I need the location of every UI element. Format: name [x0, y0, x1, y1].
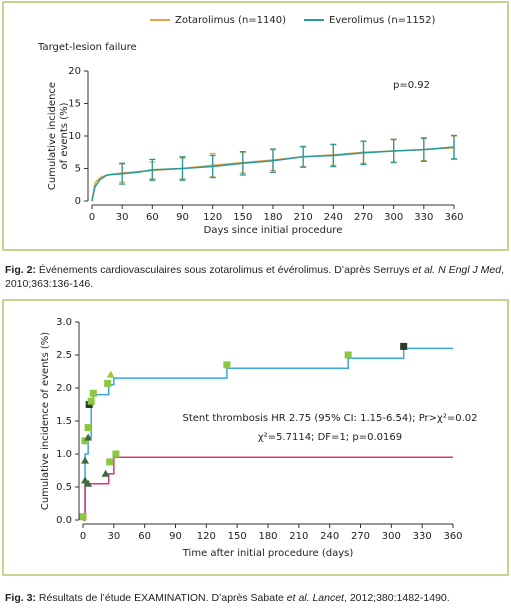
- marker: [344, 351, 352, 359]
- x-tick-label: 210: [294, 212, 313, 223]
- x-tick-label: 300: [382, 531, 401, 542]
- error-bar: [209, 154, 216, 179]
- y-tick-label: 0.5: [56, 482, 72, 493]
- caption-text: et al. Lancet: [287, 592, 345, 604]
- marker: [81, 456, 90, 464]
- marker: [104, 379, 112, 387]
- legend-label: Everolimus (n=1152): [329, 15, 435, 26]
- x-tick-label: 360: [444, 212, 463, 223]
- x-tick-label: 0: [80, 531, 86, 542]
- y-tick-label: 2.0: [56, 383, 72, 394]
- y-tick-label: 2.5: [56, 350, 72, 361]
- x-tick-label: 270: [351, 531, 370, 542]
- x-tick-label: 30: [107, 531, 120, 542]
- caption-text: Événements cardiovasculaires sous zotaro…: [39, 263, 412, 276]
- marker: [89, 389, 97, 397]
- y-axis-label: Cumulative incidenceof events (%): [47, 82, 70, 190]
- y-tick-label: 1.0: [56, 449, 72, 460]
- marker: [79, 513, 87, 521]
- x-tick-label: 330: [414, 212, 433, 223]
- x-tick-label: 150: [228, 531, 247, 542]
- y-tick-label: 0.0: [56, 515, 72, 526]
- x-tick-label: 360: [443, 531, 462, 542]
- caption-text: Résultats de l’étude EXAMINATION. D’aprè…: [39, 592, 287, 604]
- marker: [112, 450, 120, 458]
- x-axis-label: Days since initial procedure: [204, 225, 343, 236]
- marker: [400, 342, 408, 350]
- y-tick-label: 1.5: [56, 416, 72, 427]
- error-bar: [239, 150, 246, 176]
- marker: [84, 433, 93, 441]
- x-tick-label: 120: [197, 531, 216, 542]
- caption-text: , 2012;380:1482-1490.: [344, 592, 450, 604]
- x-tick-label: 180: [258, 531, 277, 542]
- marker: [223, 361, 231, 369]
- marker: [84, 424, 92, 432]
- marker: [106, 370, 115, 378]
- x-tick-label: 270: [354, 212, 373, 223]
- x-tick-label: 300: [384, 212, 403, 223]
- x-tick-label: 60: [146, 212, 159, 223]
- x-tick-label: 240: [320, 531, 339, 542]
- error-bar: [330, 143, 337, 168]
- caption-label: Fig. 3:: [5, 592, 36, 604]
- x-tick-label: 210: [289, 531, 308, 542]
- caption-label: Fig. 2:: [5, 264, 36, 276]
- y-tick-label: 0: [75, 196, 81, 207]
- error-bar: [119, 162, 126, 185]
- marker: [81, 437, 89, 445]
- figure-frame: [2, 299, 509, 576]
- y-tick-label: 15: [68, 99, 81, 110]
- error-bar: [149, 158, 156, 181]
- error-bar: [300, 145, 307, 168]
- caption-text: et al. N Engl J Med: [412, 264, 502, 276]
- x-tick-label: 90: [176, 212, 189, 223]
- caption-text: ,: [501, 264, 504, 276]
- error-bar: [390, 138, 397, 164]
- x-tick-label: 180: [263, 212, 282, 223]
- annotation: χ²=5.7114; DF=1; p=0.0169: [258, 432, 402, 443]
- x-tick-label: 150: [233, 212, 252, 223]
- annotation: p=0.92: [393, 80, 430, 91]
- x-axis-label: Time after initial procedure (days): [182, 548, 354, 559]
- y-axis-label-line: Cumulative incidence of events (%): [40, 332, 51, 510]
- error-bar: [179, 156, 186, 181]
- series-line: [83, 456, 453, 521]
- y-tick-label: 20: [68, 66, 81, 77]
- chart-title: Target-lesion failure: [37, 42, 137, 53]
- x-tick-label: 0: [89, 212, 95, 223]
- y-axis-label-line: Cumulative incidence: [47, 82, 58, 190]
- x-tick-label: 240: [324, 212, 343, 223]
- legend-label: Zotarolimus (n=1140): [175, 15, 286, 26]
- caption: Fig. 3: Résultats de l’étude EXAMINATION.…: [5, 592, 450, 604]
- x-tick-label: 60: [138, 531, 151, 542]
- y-tick-label: 10: [68, 131, 81, 142]
- x-tick-label: 120: [203, 212, 222, 223]
- annotation: Stent thrombosis HR 2.75 (95% CI: 1.15-6…: [183, 413, 478, 424]
- caption: Fig. 2: Événements cardiovasculaires sous…: [5, 263, 504, 276]
- x-tick-label: 330: [413, 531, 432, 542]
- error-bar: [420, 137, 427, 162]
- y-axis-label: Cumulative incidence of events (%): [40, 332, 51, 510]
- marker: [84, 479, 93, 487]
- y-tick-label: 5: [75, 164, 81, 175]
- error-bar: [451, 134, 457, 160]
- marker: [106, 458, 114, 466]
- x-tick-label: 30: [116, 212, 129, 223]
- error-bar: [270, 148, 276, 174]
- error-bar: [360, 140, 367, 166]
- figure-frame: [2, 1, 509, 251]
- y-tick-label: 3.0: [56, 317, 72, 328]
- marker: [101, 469, 110, 477]
- y-axis-label-line: of events (%): [59, 102, 70, 169]
- series-line: [83, 347, 453, 521]
- caption: 2010;363:136-146.: [5, 278, 93, 290]
- marker: [87, 397, 95, 405]
- x-tick-label: 90: [169, 531, 182, 542]
